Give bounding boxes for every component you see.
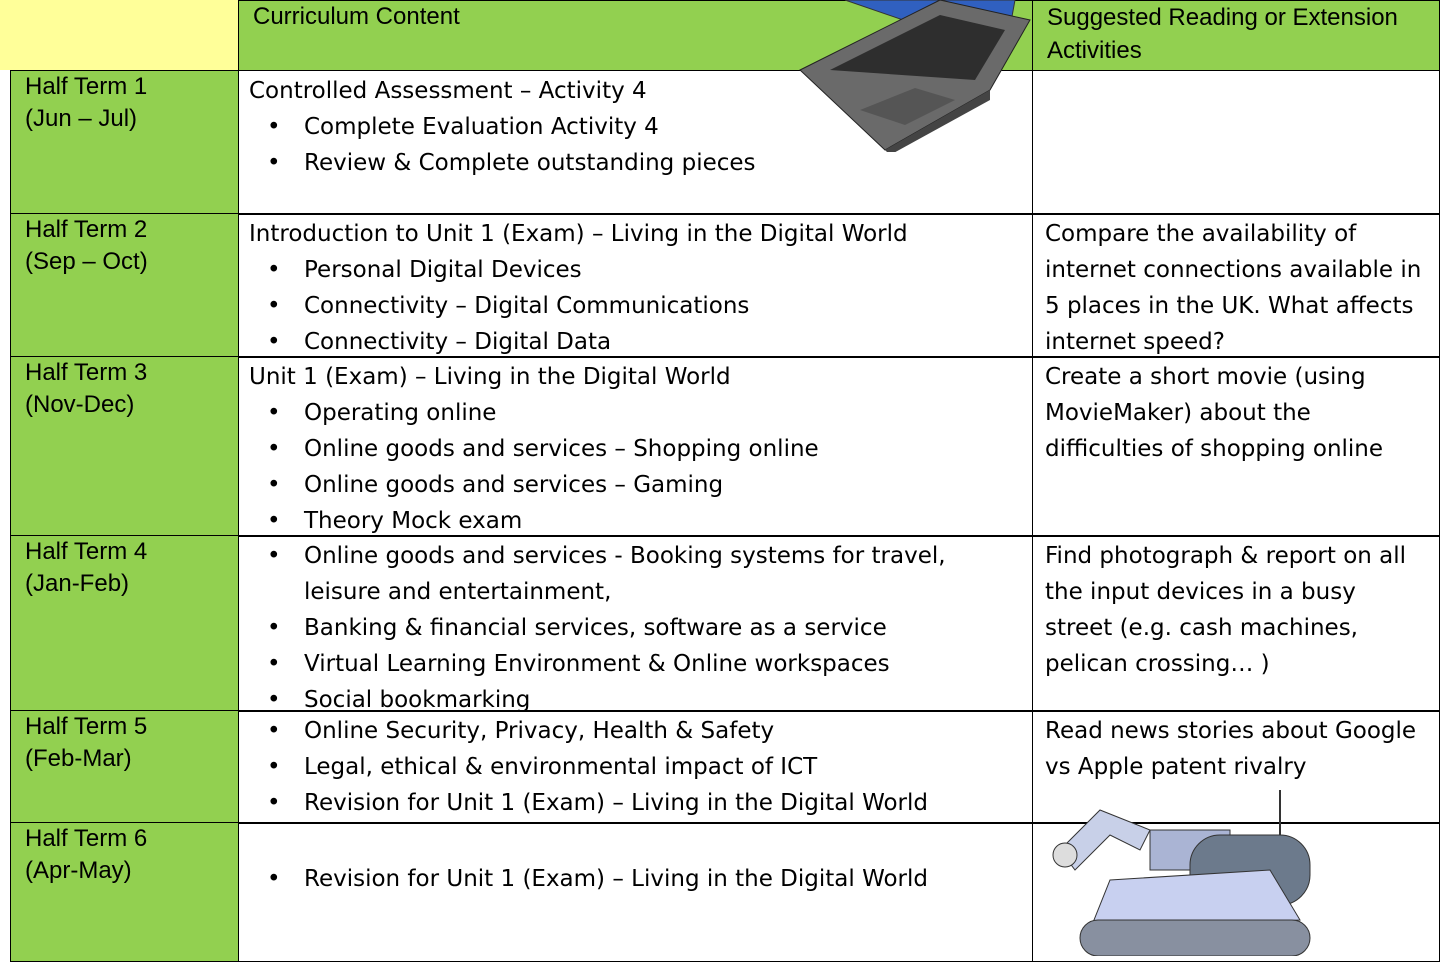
reading-cell bbox=[1032, 70, 1440, 215]
content-intro: Unit 1 (Exam) – Living in the Digital Wo… bbox=[249, 364, 731, 390]
reading: Compare the availability of internet con… bbox=[1045, 221, 1422, 355]
content-bullet: Theory Mock exam bbox=[249, 503, 1002, 539]
content-bullet: Legal, ethical & environmental impact of… bbox=[249, 749, 1002, 785]
content-cell: Online Security, Privacy, Health & Safet… bbox=[238, 710, 1033, 824]
term-cell: Half Term 1 (Jun – Jul) bbox=[10, 70, 239, 215]
content-cell: Unit 1 (Exam) – Living in the Digital Wo… bbox=[238, 356, 1033, 539]
term-dates: (Sep – Oct) bbox=[25, 248, 148, 275]
content-intro: Introduction to Unit 1 (Exam) – Living i… bbox=[249, 221, 908, 247]
laptop-icon bbox=[799, 0, 1031, 152]
term: Half Term 6 bbox=[25, 825, 148, 852]
content-bullet: Social bookmarking bbox=[249, 682, 1002, 718]
header-cell: Suggested Reading or Extension Activitie… bbox=[1032, 0, 1440, 71]
header-corner bbox=[0, 0, 238, 70]
content-bullet: Review & Complete outstanding pieces bbox=[249, 145, 1002, 181]
reading-cell: Find photograph & report on all the inpu… bbox=[1032, 535, 1440, 712]
content-intro: Controlled Assessment – Activity 4 bbox=[249, 78, 647, 104]
term: Half Term 5 bbox=[25, 713, 148, 740]
reading: Create a short movie (using MovieMaker) … bbox=[1045, 364, 1384, 462]
reading-cell: Create a short movie (using MovieMaker) … bbox=[1032, 356, 1440, 537]
term-dates: (Jan-Feb) bbox=[25, 570, 130, 597]
term-cell: Half Term 5 (Feb-Mar) bbox=[10, 710, 239, 824]
content-cell: Controlled Assessment – Activity 4 Comple… bbox=[238, 70, 1033, 215]
content-bullet: Complete Evaluation Activity 4 bbox=[249, 109, 1002, 145]
term-dates: (Nov-Dec) bbox=[25, 391, 135, 418]
content-cell: Introduction to Unit 1 (Exam) – Living i… bbox=[238, 213, 1033, 360]
content-cell: Online goods and services - Booking syst… bbox=[238, 535, 1033, 718]
content-bullet: Online goods and services - Booking syst… bbox=[249, 538, 1002, 610]
term: Half Term 2 bbox=[25, 216, 148, 243]
term-cell: Half Term 2 (Sep – Oct) bbox=[10, 213, 239, 358]
content-bullet: Connectivity – Digital Data bbox=[249, 324, 1002, 360]
term-cell: Half Term 3 (Nov-Dec) bbox=[10, 356, 239, 537]
robot-icon bbox=[1052, 790, 1311, 956]
content-bullet: Revision for Unit 1 (Exam) – Living in t… bbox=[249, 861, 1002, 897]
content-bullet: Online Security, Privacy, Health & Safet… bbox=[249, 713, 1002, 749]
reading-cell: Read news stories about Google vs Apple … bbox=[1032, 710, 1440, 824]
content-bullet: Online goods and services – Shopping onl… bbox=[249, 431, 1002, 467]
term: Half Term 4 bbox=[25, 538, 148, 565]
content-cell: Revision for Unit 1 (Exam) – Living in t… bbox=[238, 822, 1033, 962]
content-bullet: Virtual Learning Environment & Online wo… bbox=[249, 646, 1002, 682]
term: Half Term 1 bbox=[25, 73, 148, 100]
content-bullet: Revision for Unit 1 (Exam) – Living in t… bbox=[249, 785, 1002, 821]
term-cell: Half Term 6 (Apr-May) bbox=[10, 822, 239, 962]
reading: Find photograph & report on all the inpu… bbox=[1045, 543, 1407, 677]
content-bullet: Personal Digital Devices bbox=[249, 252, 1002, 288]
content-bullet: Online goods and services – Gaming bbox=[249, 467, 1002, 503]
reading-cell: Compare the availability of internet con… bbox=[1032, 213, 1440, 358]
term: Half Term 3 bbox=[25, 359, 148, 386]
content-bullet: Banking & financial services, software a… bbox=[249, 610, 1002, 646]
term-dates: (Jun – Jul) bbox=[25, 105, 138, 132]
reading: Read news stories about Google vs Apple … bbox=[1045, 718, 1417, 780]
term-dates: (Feb-Mar) bbox=[25, 745, 132, 772]
content-bullet: Connectivity – Digital Communications bbox=[249, 288, 1002, 324]
term-dates: (Apr-May) bbox=[25, 857, 132, 884]
content-bullet: Operating online bbox=[249, 395, 1002, 431]
term-cell: Half Term 4 (Jan-Feb) bbox=[10, 535, 239, 712]
